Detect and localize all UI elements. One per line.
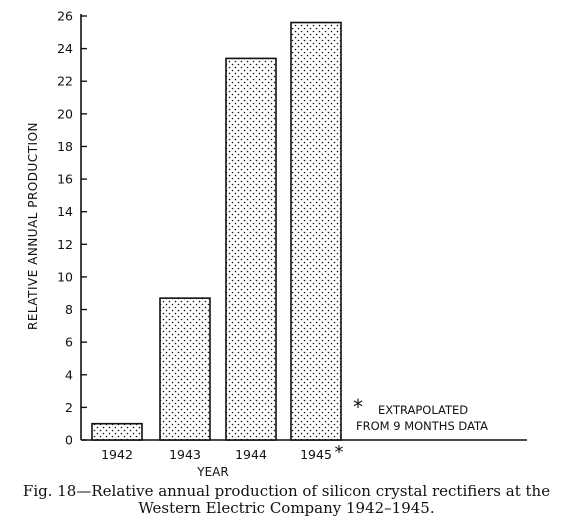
x-axis: 1942 1943 1944 1945 * <box>81 439 527 463</box>
x-tick-label: 1945 <box>300 447 332 462</box>
x-tick-label: 1942 <box>101 447 133 462</box>
x-axis-title: YEAR <box>196 465 228 479</box>
y-tick-label: 18 <box>57 139 73 154</box>
caption-line-1: Fig. 18—Relative annual production of si… <box>22 482 551 500</box>
bars <box>91 21 342 441</box>
x-tick-label: 1944 <box>235 447 267 462</box>
annotation-asterisk: * <box>353 395 363 419</box>
y-tick-label: 12 <box>57 237 73 252</box>
y-tick-label: 10 <box>57 269 73 284</box>
figure-caption: Fig. 18—Relative annual production of si… <box>0 483 573 517</box>
y-tick-label: 16 <box>57 172 73 187</box>
bar <box>225 57 277 441</box>
y-tick-label: 26 <box>57 9 73 24</box>
y-tick-label: 24 <box>57 41 73 56</box>
y-tick-label: 20 <box>57 106 73 121</box>
caption-line-2: Western Electric Company 1942–1945. <box>138 499 435 517</box>
annotation-line-1: EXTRAPOLATED <box>378 403 468 417</box>
y-tick-label: 8 <box>65 302 73 317</box>
x-tick-label: 1943 <box>169 447 201 462</box>
x-tick-asterisk: * <box>335 442 344 463</box>
bar <box>91 422 143 441</box>
y-tick-label: 14 <box>57 204 73 219</box>
y-tick-label: 4 <box>65 367 73 382</box>
y-tick-label: 2 <box>65 400 73 415</box>
y-tick-label: 22 <box>57 74 73 89</box>
y-tick-label: 6 <box>65 335 73 350</box>
bar <box>290 21 342 441</box>
bar <box>159 297 211 441</box>
annotation: * EXTRAPOLATED FROM 9 MONTHS DATA <box>353 395 488 433</box>
y-axis-title: RELATIVE ANNUAL PRODUCTION <box>26 122 40 330</box>
annotation-line-2: FROM 9 MONTHS DATA <box>356 419 488 433</box>
y-tick-label: 0 <box>65 433 73 448</box>
